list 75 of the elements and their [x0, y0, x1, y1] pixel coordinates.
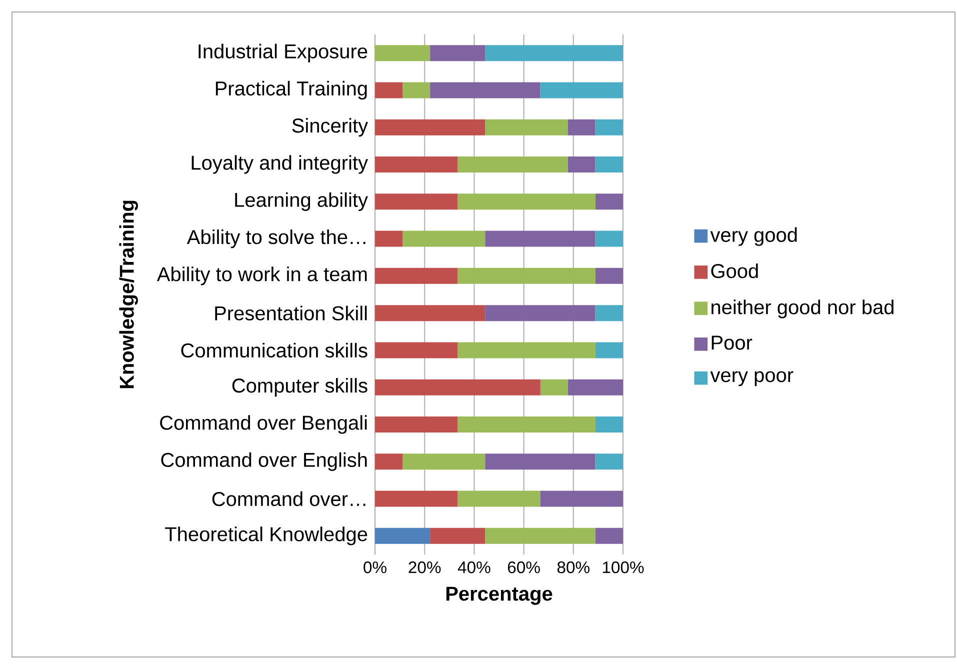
- bar: [595, 230, 623, 247]
- bar: [375, 45, 430, 62]
- bar: [458, 490, 540, 507]
- bar: [375, 230, 403, 247]
- bar: [595, 528, 623, 544]
- bar: [540, 490, 623, 507]
- bar: [485, 528, 596, 544]
- x-tick-label: 0%: [364, 561, 386, 574]
- y-tick-label: Theoretical Knowledge: [165, 526, 368, 546]
- bar: [375, 528, 430, 544]
- y-tick-label: Industrial Exposure: [198, 44, 368, 62]
- bar: [430, 528, 486, 544]
- bar: [375, 156, 458, 172]
- bar: [402, 82, 430, 98]
- bar: [595, 119, 623, 136]
- bar: [458, 342, 596, 358]
- y-tick-label: Command over English: [161, 452, 367, 471]
- bar: [458, 268, 596, 284]
- legend-label: very good: [710, 227, 797, 246]
- bar: [402, 230, 486, 247]
- bar: [375, 379, 540, 396]
- x-tick-label: 80%: [557, 561, 590, 574]
- bar: [375, 194, 458, 210]
- bar: [458, 194, 596, 210]
- legend-label: Good: [711, 263, 758, 278]
- bar: [375, 490, 458, 507]
- x-tick-label: 20%: [408, 561, 441, 574]
- bar: [485, 305, 596, 322]
- bar: [485, 454, 596, 470]
- bar: [595, 342, 623, 358]
- bar: [430, 82, 540, 98]
- y-tick-label: Loyalty and integrity: [192, 155, 368, 174]
- y-tick-label: Command over Bengali: [160, 415, 367, 434]
- y-tick-label: Ability to work in a team: [156, 266, 367, 286]
- bar: [375, 268, 458, 284]
- y-tick-label: Practical Training: [216, 80, 367, 100]
- legend-label: neither good nor bad: [712, 300, 894, 318]
- bar: [568, 379, 623, 396]
- y-tick-label: Presentation Skill: [215, 306, 367, 320]
- y-axis-title: Knowledge/Training: [119, 200, 138, 388]
- bar: [458, 156, 568, 172]
- bar: [595, 454, 623, 470]
- y-tick-label: Learning ability: [235, 192, 368, 211]
- bar: [375, 454, 403, 470]
- bar: [375, 82, 403, 98]
- legend-label: very poor: [710, 371, 794, 386]
- bar: [540, 82, 623, 98]
- x-axis-title: Percentage: [446, 586, 552, 605]
- bar: [540, 379, 568, 396]
- legend-label: Poor: [712, 336, 752, 350]
- bar: [430, 45, 486, 62]
- bar: [375, 119, 486, 136]
- bar: [375, 305, 486, 322]
- bar: [595, 268, 623, 284]
- bar: [595, 305, 623, 322]
- bar: [375, 416, 458, 432]
- bar: [485, 230, 596, 247]
- bar: [402, 454, 486, 470]
- bar: [568, 156, 596, 172]
- bar: [568, 119, 596, 136]
- bar: [485, 45, 623, 62]
- x-tick-label: 60%: [508, 561, 540, 574]
- bar: [595, 156, 623, 172]
- y-tick-label: Sincerity: [292, 118, 368, 137]
- bar: [375, 342, 458, 358]
- bar: [595, 194, 623, 210]
- bar: [485, 119, 568, 136]
- y-tick-label: Communication skills: [181, 342, 368, 358]
- bar: [595, 416, 623, 432]
- y-tick-label: Command over…: [212, 491, 366, 506]
- x-tick-label: 100%: [602, 561, 644, 574]
- y-tick-label: Computer skills: [232, 378, 368, 397]
- x-tick-label: 40%: [458, 561, 490, 574]
- bar: [458, 416, 596, 432]
- y-tick-label: Ability to solve the…: [186, 229, 366, 248]
